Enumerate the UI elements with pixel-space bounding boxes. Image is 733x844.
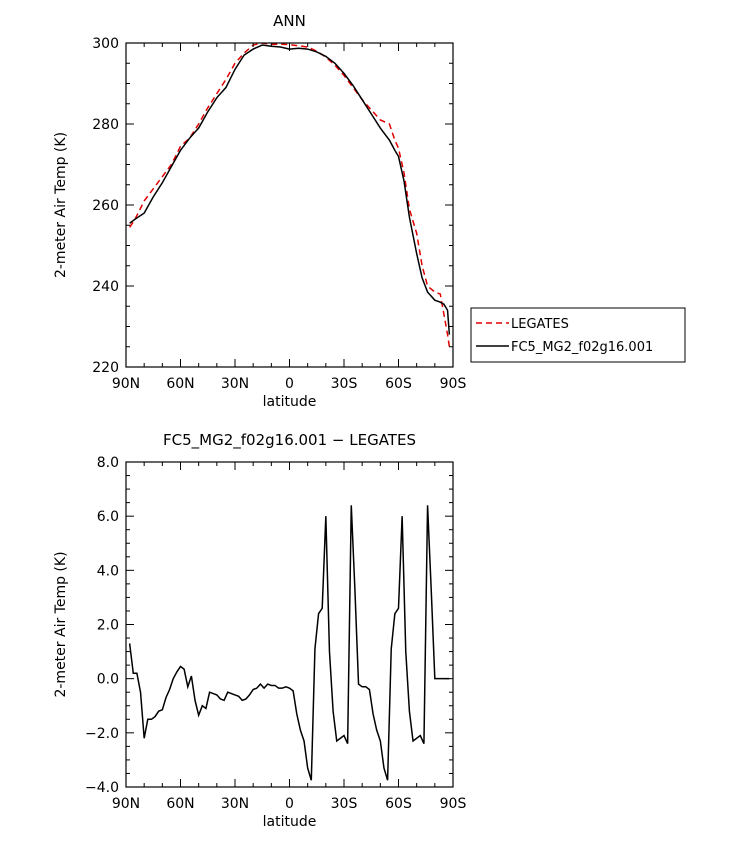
legend-box [470, 307, 686, 363]
bottom-ytick-label: −2.0 [85, 726, 119, 742]
bottom-xtick-label: 60N [166, 796, 194, 812]
bottom-plot-frame [125, 461, 454, 788]
top-xtick-label: 0 [285, 376, 294, 392]
bottom-xtick-label: 90N [112, 796, 140, 812]
top-panel: ANN 90N 60N 30N 0 30S 60S 90S 220 240 260 280 300 lat… [53, 12, 466, 410]
legend-label-legates: LEGATES [511, 317, 569, 332]
top-ytick-label: 240 [92, 279, 119, 295]
bottom-ytick-label: −4.0 [85, 780, 119, 796]
bottom-xtick-label: 90S [440, 796, 467, 812]
top-xtick-label: 90N [112, 376, 140, 392]
bottom-xtick-label: 60S [385, 796, 412, 812]
bottom-xtick-label: 0 [285, 796, 294, 812]
top-xtick-label: 30N [221, 376, 249, 392]
top-xtick-label: 60N [166, 376, 194, 392]
bottom-x-axis-label: latitude [263, 814, 317, 830]
bottom-xtick-label: 30S [331, 796, 358, 812]
bottom-xtick-label: 30N [221, 796, 249, 812]
top-plot-frame [125, 42, 454, 368]
legend: LEGATES FC5_MG2_f02g16.001 [470, 307, 686, 363]
top-xtick-label: 90S [440, 376, 467, 392]
top-chart-title: ANN [273, 12, 306, 30]
top-xtick-label: 60S [385, 376, 412, 392]
top-ytick-label: 300 [92, 36, 119, 52]
bottom-panel: FC5_MG2_f02g16.001 − LEGATES 90N 60N 30N 0 30… [53, 431, 466, 830]
top-y-axis-label: 2-meter Air Temp (K) [53, 132, 69, 278]
top-x-axis-label: latitude [263, 394, 317, 410]
top-ytick-label: 220 [92, 360, 119, 376]
bottom-series-line-0 [128, 505, 450, 781]
bottom-ytick-label: 0.0 [97, 672, 119, 688]
bottom-ytick-label: 6.0 [97, 509, 119, 525]
top-ytick-label: 280 [92, 117, 119, 133]
bottom-ytick-label: 2.0 [97, 618, 119, 634]
legend-label-model: FC5_MG2_f02g16.001 [511, 340, 653, 355]
bottom-ytick-label: 4.0 [97, 563, 119, 579]
top-ytick-label: 260 [92, 198, 119, 214]
bottom-chart-title: FC5_MG2_f02g16.001 − LEGATES [163, 431, 416, 450]
bottom-ytick-label: 8.0 [97, 455, 119, 471]
top-xtick-label: 30S [331, 376, 358, 392]
top-series-line-1 [129, 44, 451, 335]
top-series-line-0 [129, 43, 451, 347]
bottom-y-axis-label: 2-meter Air Temp (K) [53, 551, 69, 697]
